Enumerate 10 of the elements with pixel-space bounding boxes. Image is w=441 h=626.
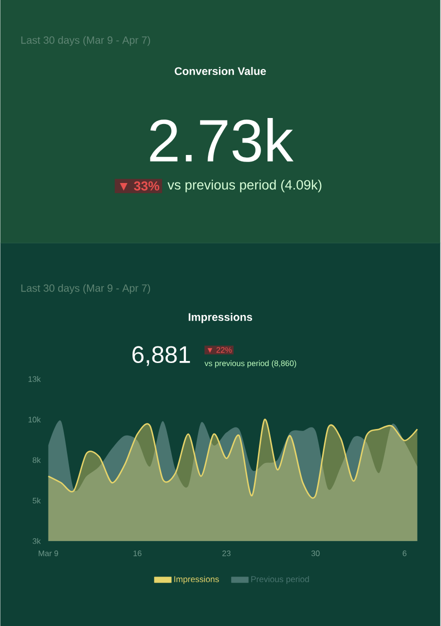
chart-subtitle: Last 30 days (Mar 9 - Apr 7)	[22, 284, 150, 294]
text: 6,881	[132, 346, 190, 366]
legend-label: Impressions	[174, 576, 220, 584]
legend-label: Previous period	[251, 576, 310, 584]
text: 2.73k	[150, 118, 294, 162]
text: vs previous period (4.09k)	[168, 180, 322, 192]
chart-title: Impressions	[188, 312, 252, 324]
text: ▼ 33%	[120, 181, 160, 191]
text: Last 30 days (Mar 9 - Apr 7)	[22, 36, 150, 46]
text: Conversion Value	[174, 66, 266, 76]
